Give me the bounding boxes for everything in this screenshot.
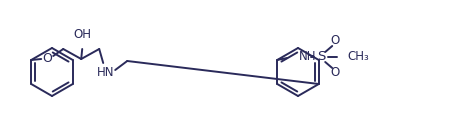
Text: OH: OH bbox=[73, 28, 91, 41]
Text: NH: NH bbox=[298, 51, 316, 63]
Text: HN: HN bbox=[96, 67, 114, 79]
Text: O: O bbox=[330, 67, 339, 79]
Text: S: S bbox=[316, 51, 325, 63]
Text: O: O bbox=[42, 51, 52, 65]
Text: CH₃: CH₃ bbox=[346, 51, 368, 63]
Text: O: O bbox=[330, 34, 339, 48]
